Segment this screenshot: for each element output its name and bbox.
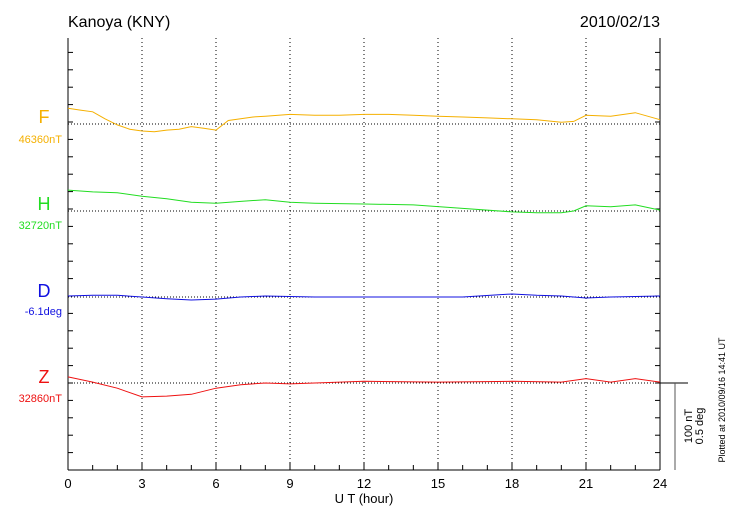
x-tick-label: 6 xyxy=(212,476,219,491)
x-axis-label: U T (hour) xyxy=(335,491,394,506)
x-tick-label: 21 xyxy=(579,476,593,491)
x-tick-label: 15 xyxy=(431,476,445,491)
x-tick-label: 24 xyxy=(653,476,667,491)
series-name-H: H xyxy=(38,194,51,214)
series-line-D xyxy=(67,293,661,301)
scale-nt: 100 nT xyxy=(683,409,695,444)
series-name-Z: Z xyxy=(39,367,50,387)
series-baseline-D: -6.1deg xyxy=(25,306,62,318)
x-tick-label: 18 xyxy=(505,476,519,491)
grid xyxy=(68,38,660,470)
scale-deg: 0.5 deg xyxy=(694,408,706,445)
series-line-H xyxy=(67,189,661,214)
series-line-Z xyxy=(67,376,661,398)
plotted-note: Plotted at 2010/09/16 14:41 UT xyxy=(717,337,727,463)
series-baseline-H: 32720nT xyxy=(19,220,63,232)
series-name-D: D xyxy=(38,281,51,301)
axes: 0 3 6 9 12 15 18 21 24 xyxy=(64,38,667,491)
chart-date: 2010/02/13 xyxy=(580,14,660,31)
scale-bar: 100 nT 0.5 deg xyxy=(660,382,706,470)
series-baseline-F: 46360nT xyxy=(19,134,63,146)
x-tick-label: 3 xyxy=(138,476,145,491)
series-lines xyxy=(67,107,661,398)
series-labels: F 46360nT H 32720nT D -6.1deg Z 32860nT xyxy=(19,107,63,405)
x-tick-label: 9 xyxy=(286,476,293,491)
series-line-F xyxy=(67,107,661,133)
x-tick-label: 0 xyxy=(64,476,71,491)
x-tick-label: 12 xyxy=(357,476,371,491)
chart-title: Kanoya (KNY) xyxy=(68,14,170,31)
series-baseline-Z: 32860nT xyxy=(19,393,63,405)
series-name-F: F xyxy=(39,107,50,127)
